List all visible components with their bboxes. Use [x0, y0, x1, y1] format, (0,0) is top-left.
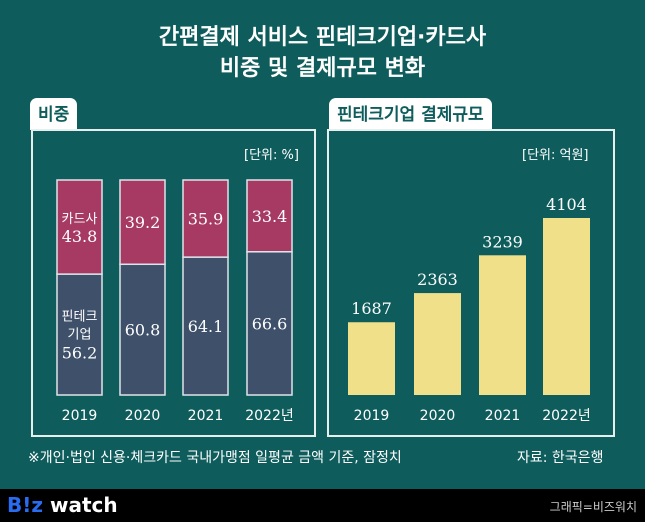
xtick-left-2022년: 2022년	[245, 408, 294, 424]
xtick-right-2021: 2021	[485, 408, 521, 424]
label-volume-2021: 3239	[482, 232, 523, 251]
label-fintech-2020: 60.8	[125, 321, 161, 340]
label-fintech-2021: 64.1	[188, 317, 224, 336]
label-fintech-2019: 56.2	[62, 344, 98, 363]
label-card-name: 카드사	[62, 212, 98, 227]
bar-card-2021	[182, 179, 229, 258]
right-panel	[327, 129, 615, 437]
source: 자료: 한국은행	[517, 450, 604, 466]
bar-fintech-2019	[56, 273, 103, 396]
xtick-left-2019: 2019	[62, 408, 98, 424]
bar-card-2020	[119, 179, 166, 266]
left-unit: [단위: %]	[244, 148, 299, 163]
bar-fintech-2021	[182, 256, 229, 396]
label-fintech-name-1: 핀테크	[62, 310, 98, 325]
label-card-2019: 43.8	[62, 227, 98, 246]
label-fintech-name-2: 기업	[68, 328, 92, 343]
bar-volume-2019	[348, 322, 395, 395]
label-volume-2020: 2363	[417, 270, 458, 289]
left-panel-tab: 비중	[30, 98, 78, 130]
bar-card-2019	[56, 179, 103, 275]
xtick-right-2019: 2019	[354, 408, 390, 424]
footer: B!z watch 그래픽=비즈워치	[0, 489, 645, 522]
bar-volume-2020	[414, 293, 461, 395]
xtick-right-2020: 2020	[420, 408, 456, 424]
title-line-2: 비중 및 결제규모 변화	[219, 56, 426, 81]
bar-card-2022년	[246, 179, 293, 253]
label-card-2021: 35.9	[188, 210, 224, 229]
label-volume-2022년: 4104	[546, 195, 587, 214]
bar-volume-2021	[479, 255, 526, 395]
title-line-1: 간편결제 서비스 핀테크기업·카드사	[158, 25, 487, 50]
label-card-2022년: 33.4	[252, 207, 288, 226]
label-card-2020: 39.2	[125, 213, 161, 232]
label-fintech-2022년: 66.6	[252, 314, 288, 333]
xtick-right-2022년: 2022년	[542, 408, 591, 424]
footnote: ※개인·법인 신용·체크카드 국내가맹점 일평균 금액 기준, 잠정치	[28, 450, 402, 466]
xtick-left-2021: 2021	[188, 408, 224, 424]
xtick-left-2020: 2020	[125, 408, 161, 424]
bar-fintech-2022년	[246, 251, 293, 396]
bar-fintech-2020	[119, 263, 166, 396]
right-panel-tab: 핀테크기업 결제규모	[329, 98, 492, 130]
bizwatch-logo: B!z watch	[7, 493, 118, 517]
label-volume-2019: 1687	[351, 299, 392, 318]
bar-volume-2022년	[543, 218, 590, 395]
credit: 그래픽=비즈워치	[549, 500, 637, 514]
chart-title: 간편결제 서비스 핀테크기업·카드사 비중 및 결제규모 변화	[0, 22, 645, 84]
left-panel	[31, 129, 316, 437]
right-unit: [단위: 억원]	[522, 148, 589, 163]
